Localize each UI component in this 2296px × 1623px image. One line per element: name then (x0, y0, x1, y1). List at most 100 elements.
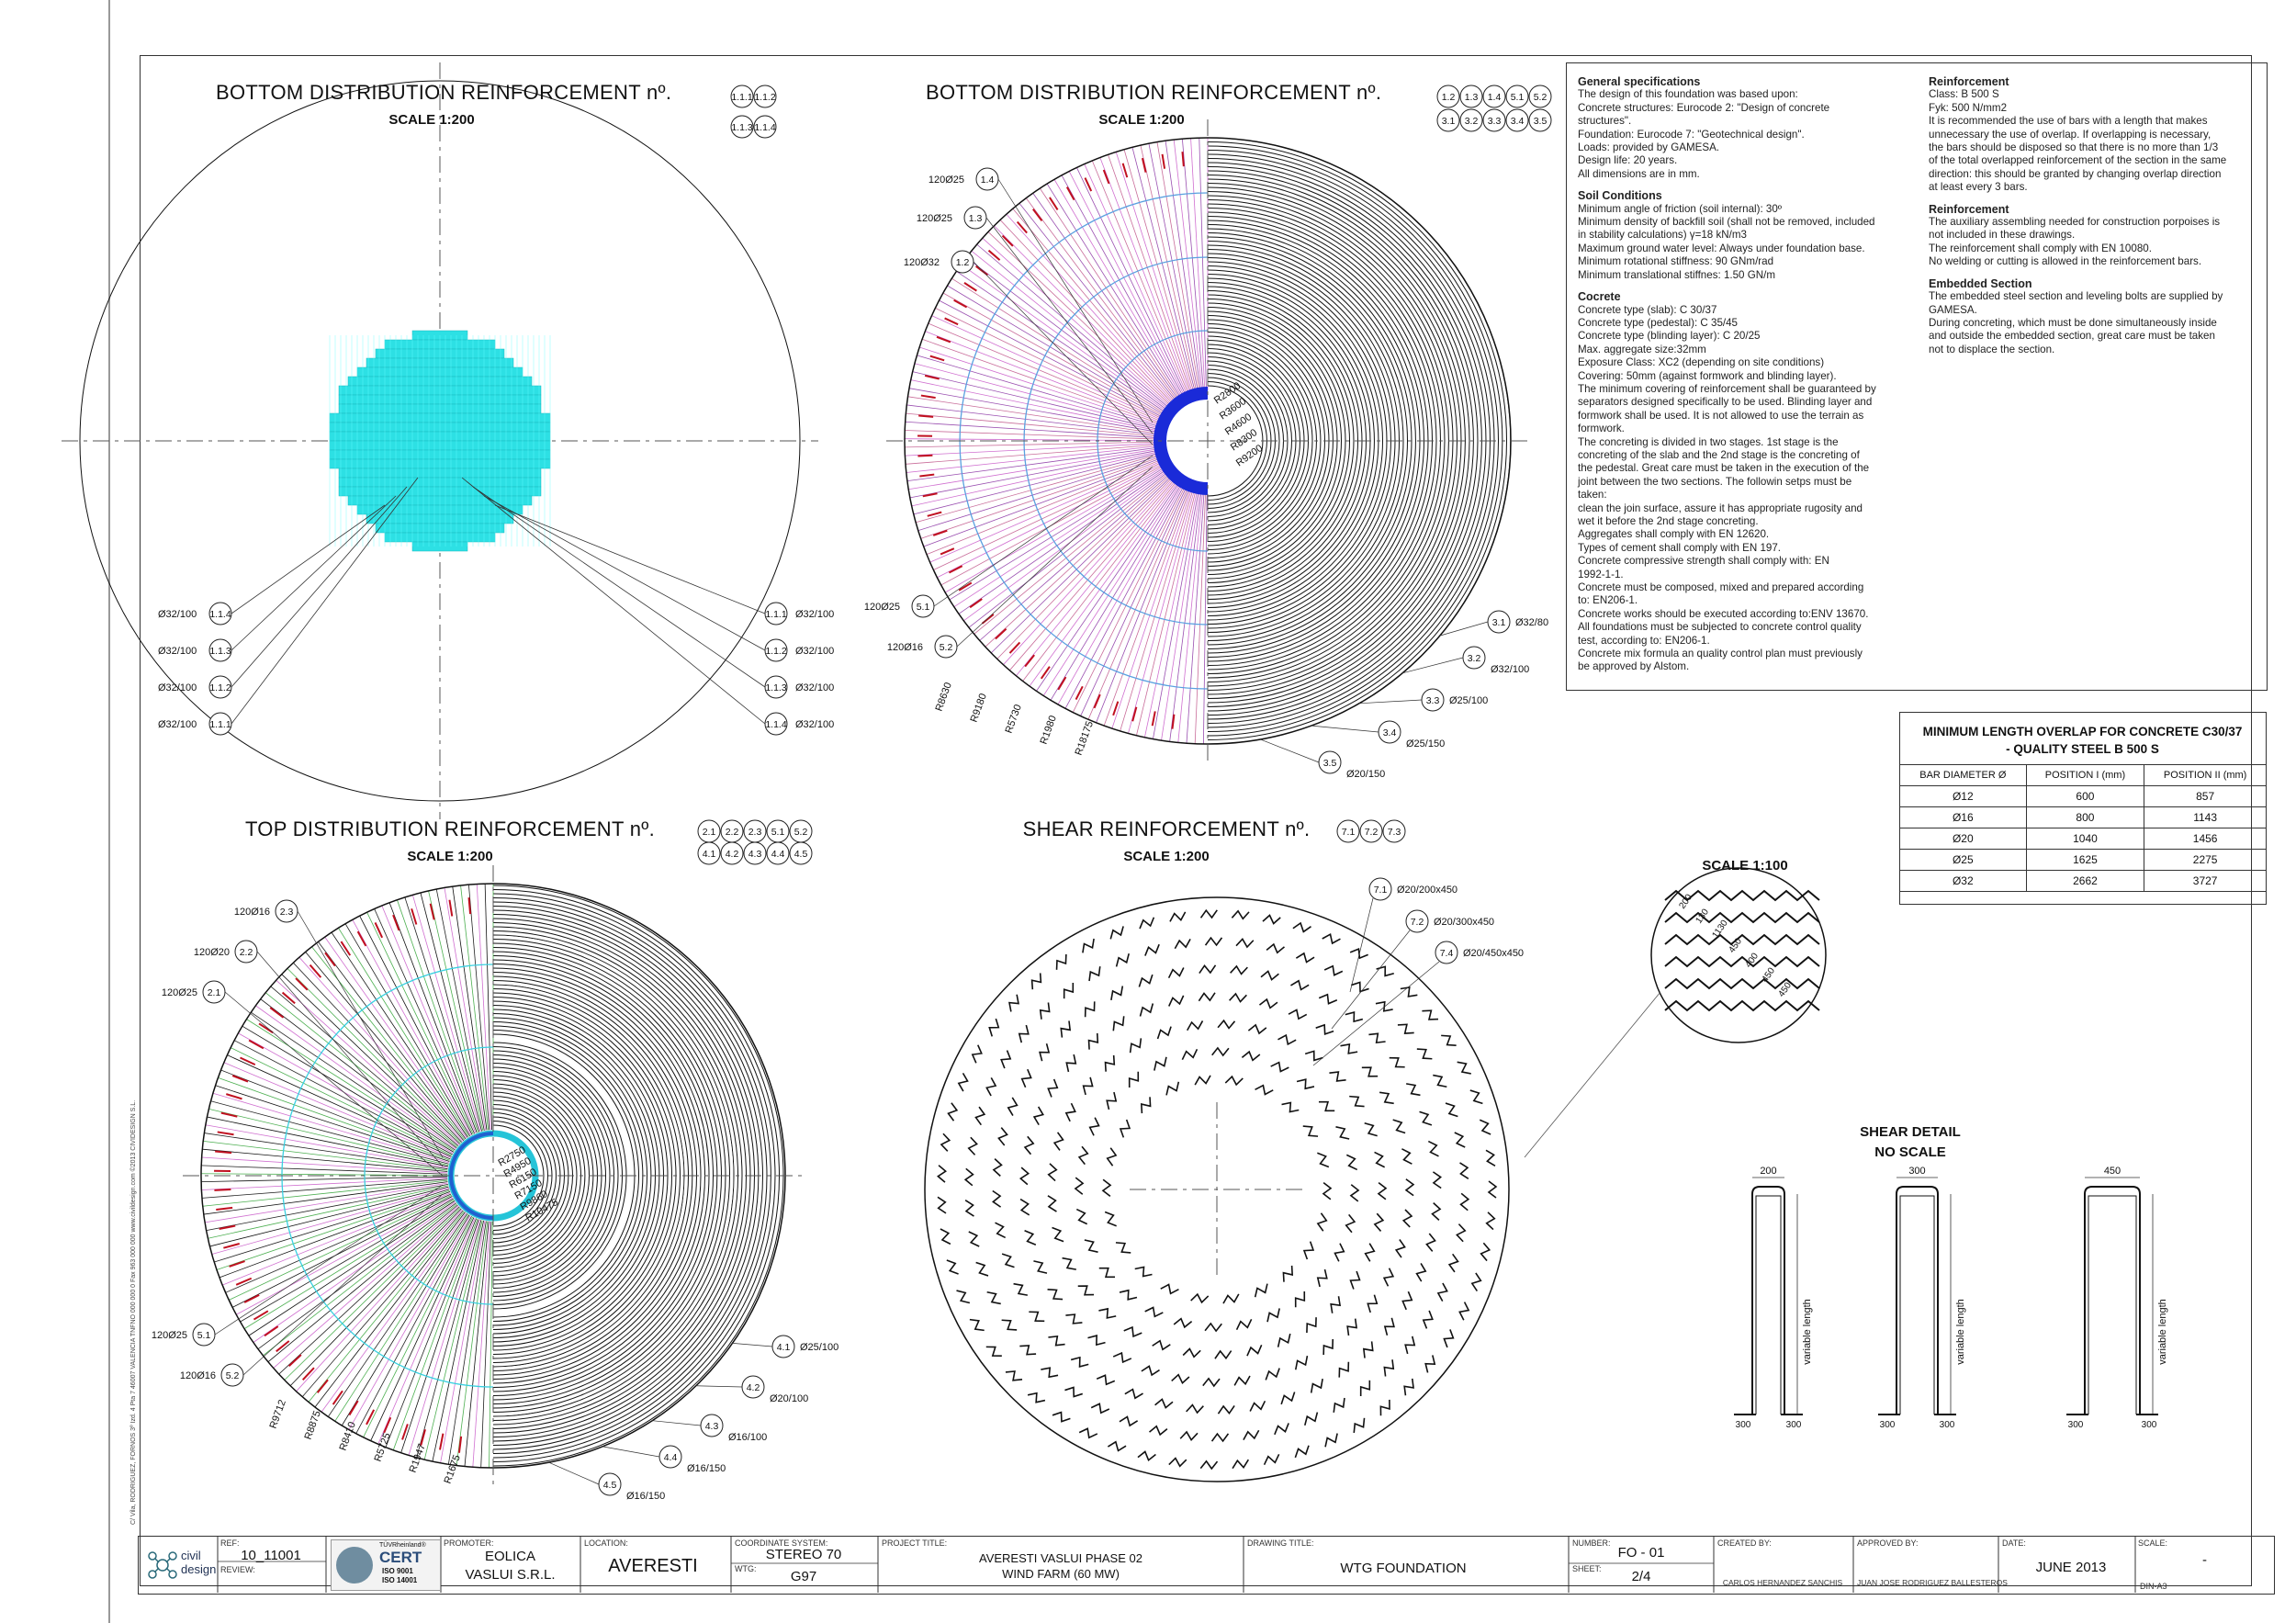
v3-radial-bar (208, 1185, 449, 1239)
stirrup-inner (1755, 1195, 1782, 1414)
v1-mark-bubble (730, 85, 754, 108)
v2-left-label: 120Ø32 (904, 257, 940, 268)
v4-stirrup (1324, 1433, 1338, 1448)
v4-stirrup (1075, 1208, 1088, 1225)
v3-radial-bar (203, 1181, 448, 1215)
v4-stirrup (1247, 1023, 1267, 1035)
v2-radial-bar (1165, 141, 1201, 391)
spec-line: formwork. (1578, 423, 1625, 435)
v4-stirrup (1052, 1132, 1064, 1151)
v4-stirrup (1367, 1294, 1379, 1313)
v3-radial-bar (432, 1220, 484, 1462)
v2-right-label: Ø20/150 (1346, 769, 1385, 780)
v4-stirrup (1277, 1333, 1291, 1347)
v3-red-mark (439, 1433, 445, 1450)
v2-red-mark (922, 492, 938, 498)
v1-left-label: Ø32/100 (158, 719, 197, 730)
v3-mark-text: 2.2 (726, 827, 739, 838)
v3-ring (492, 1021, 647, 1330)
v4-stirrup (1255, 1084, 1274, 1096)
v4-stirrup (1302, 1125, 1319, 1137)
v2-leader (1260, 738, 1320, 763)
v3-radial-bar (270, 986, 459, 1146)
v2-ring (1207, 307, 1342, 575)
v2-radial-bar (1006, 213, 1175, 404)
v3-right-label: Ø25/100 (800, 1342, 838, 1353)
v4-stirrup (1141, 1365, 1160, 1377)
v4-stirrup (1318, 1100, 1335, 1112)
view3-title: TOP DISTRIBUTION REINFORCEMENT nº. (244, 817, 656, 840)
v2-radial-bar (961, 264, 1167, 412)
ref-label: REF: (220, 1538, 240, 1548)
v3-red-mark (276, 1340, 290, 1353)
v4-stirrup (1007, 1097, 1019, 1116)
v4-stirrup (1431, 1202, 1442, 1221)
v3-radial-bar (334, 1213, 469, 1422)
v2-radial-bar (996, 477, 1174, 659)
v2-red-mark (1040, 666, 1051, 680)
spec-line: structures". (1578, 115, 1632, 128)
spec-line: Exposure Class: XC2 (depending on site c… (1578, 356, 1825, 369)
v4-stirrup (1457, 1061, 1471, 1075)
table-cell: 1625 (2025, 849, 2145, 871)
v3-radial-bar (370, 1217, 475, 1441)
v1-leader (231, 486, 408, 688)
v4-stirrup (1382, 1268, 1395, 1287)
v4-stirrup (1254, 1283, 1268, 1298)
v2-leader (985, 217, 1154, 434)
logo-word-2: design (181, 1562, 217, 1576)
v2-red-mark (927, 511, 942, 517)
v2-radial-bar (905, 441, 1158, 448)
v4-stirrup (1199, 1460, 1219, 1471)
v4-stirrup (1033, 1260, 1048, 1274)
v4-stirrup (1362, 1341, 1374, 1358)
v2-ring (1207, 274, 1375, 608)
v4-stirrup (1018, 1024, 1030, 1043)
v4-stirrup (1346, 1318, 1357, 1336)
v4-stirrup (1139, 1003, 1154, 1017)
v3-radial-bar (204, 1133, 448, 1170)
v4-stirrup (995, 1222, 1007, 1239)
spec-line: The design of this foundation was based … (1578, 88, 1798, 101)
v4-stirrup (1154, 1398, 1174, 1409)
title-block (138, 1536, 2275, 1595)
v4-stirrup (1078, 1427, 1098, 1439)
v2-mark-bubble (1459, 85, 1483, 108)
v4-stirrup (1101, 1178, 1112, 1197)
v3-red-mark (309, 964, 322, 978)
v4-mark-text: 7.1 (1342, 827, 1356, 838)
v2-radial-bar (1190, 138, 1206, 391)
v3-red-mark (225, 1093, 242, 1100)
v2-radius-label: R1980 (1039, 714, 1059, 746)
v4-stirrup (1077, 1145, 1089, 1166)
v2-radial-bar (1143, 490, 1198, 738)
v4-stirrup (1107, 1440, 1127, 1452)
v2-mark-bubble (1436, 85, 1460, 108)
spec-line: the pedestal. Great care must be taken i… (1578, 462, 1870, 475)
stirrup-length-label: variable length (1955, 1299, 1966, 1365)
v4-stirrup (1112, 1351, 1132, 1364)
spec-line: Concrete type (blinding layer): C 20/25 (1578, 330, 1761, 343)
v3-red-mark (429, 903, 435, 920)
v4-stirrup (1047, 1289, 1064, 1301)
v2-radial-bar (1115, 152, 1193, 393)
v4-stirrup (1274, 1423, 1289, 1436)
v4-stirrup (1349, 1270, 1361, 1290)
stirrup-top-dim: 450 (2104, 1166, 2121, 1177)
v2-radial-bar (1091, 160, 1189, 395)
v2-ring (1207, 178, 1470, 704)
v4-stirrup (1401, 1148, 1412, 1165)
table-cell: Ø12 (1899, 785, 2027, 807)
spec-heading: Reinforcement (1929, 202, 2009, 216)
spec-line: Aggregates shall comply with EN 12620. (1578, 528, 1770, 541)
spec-line: All dimensions are in mm. (1578, 167, 1700, 180)
v1-left-label: Ø32/100 (158, 682, 197, 693)
spec-line: not to displace the section. (1929, 343, 2055, 355)
table-header: BAR DIAMETER Ø (1899, 764, 2027, 786)
v4-stirrup (1128, 1071, 1140, 1088)
v3-leader (695, 1385, 743, 1388)
v4-stirrup (1098, 1267, 1116, 1279)
v4-stirrup (940, 1228, 951, 1245)
stirrup-length-label: variable length (1802, 1299, 1813, 1365)
